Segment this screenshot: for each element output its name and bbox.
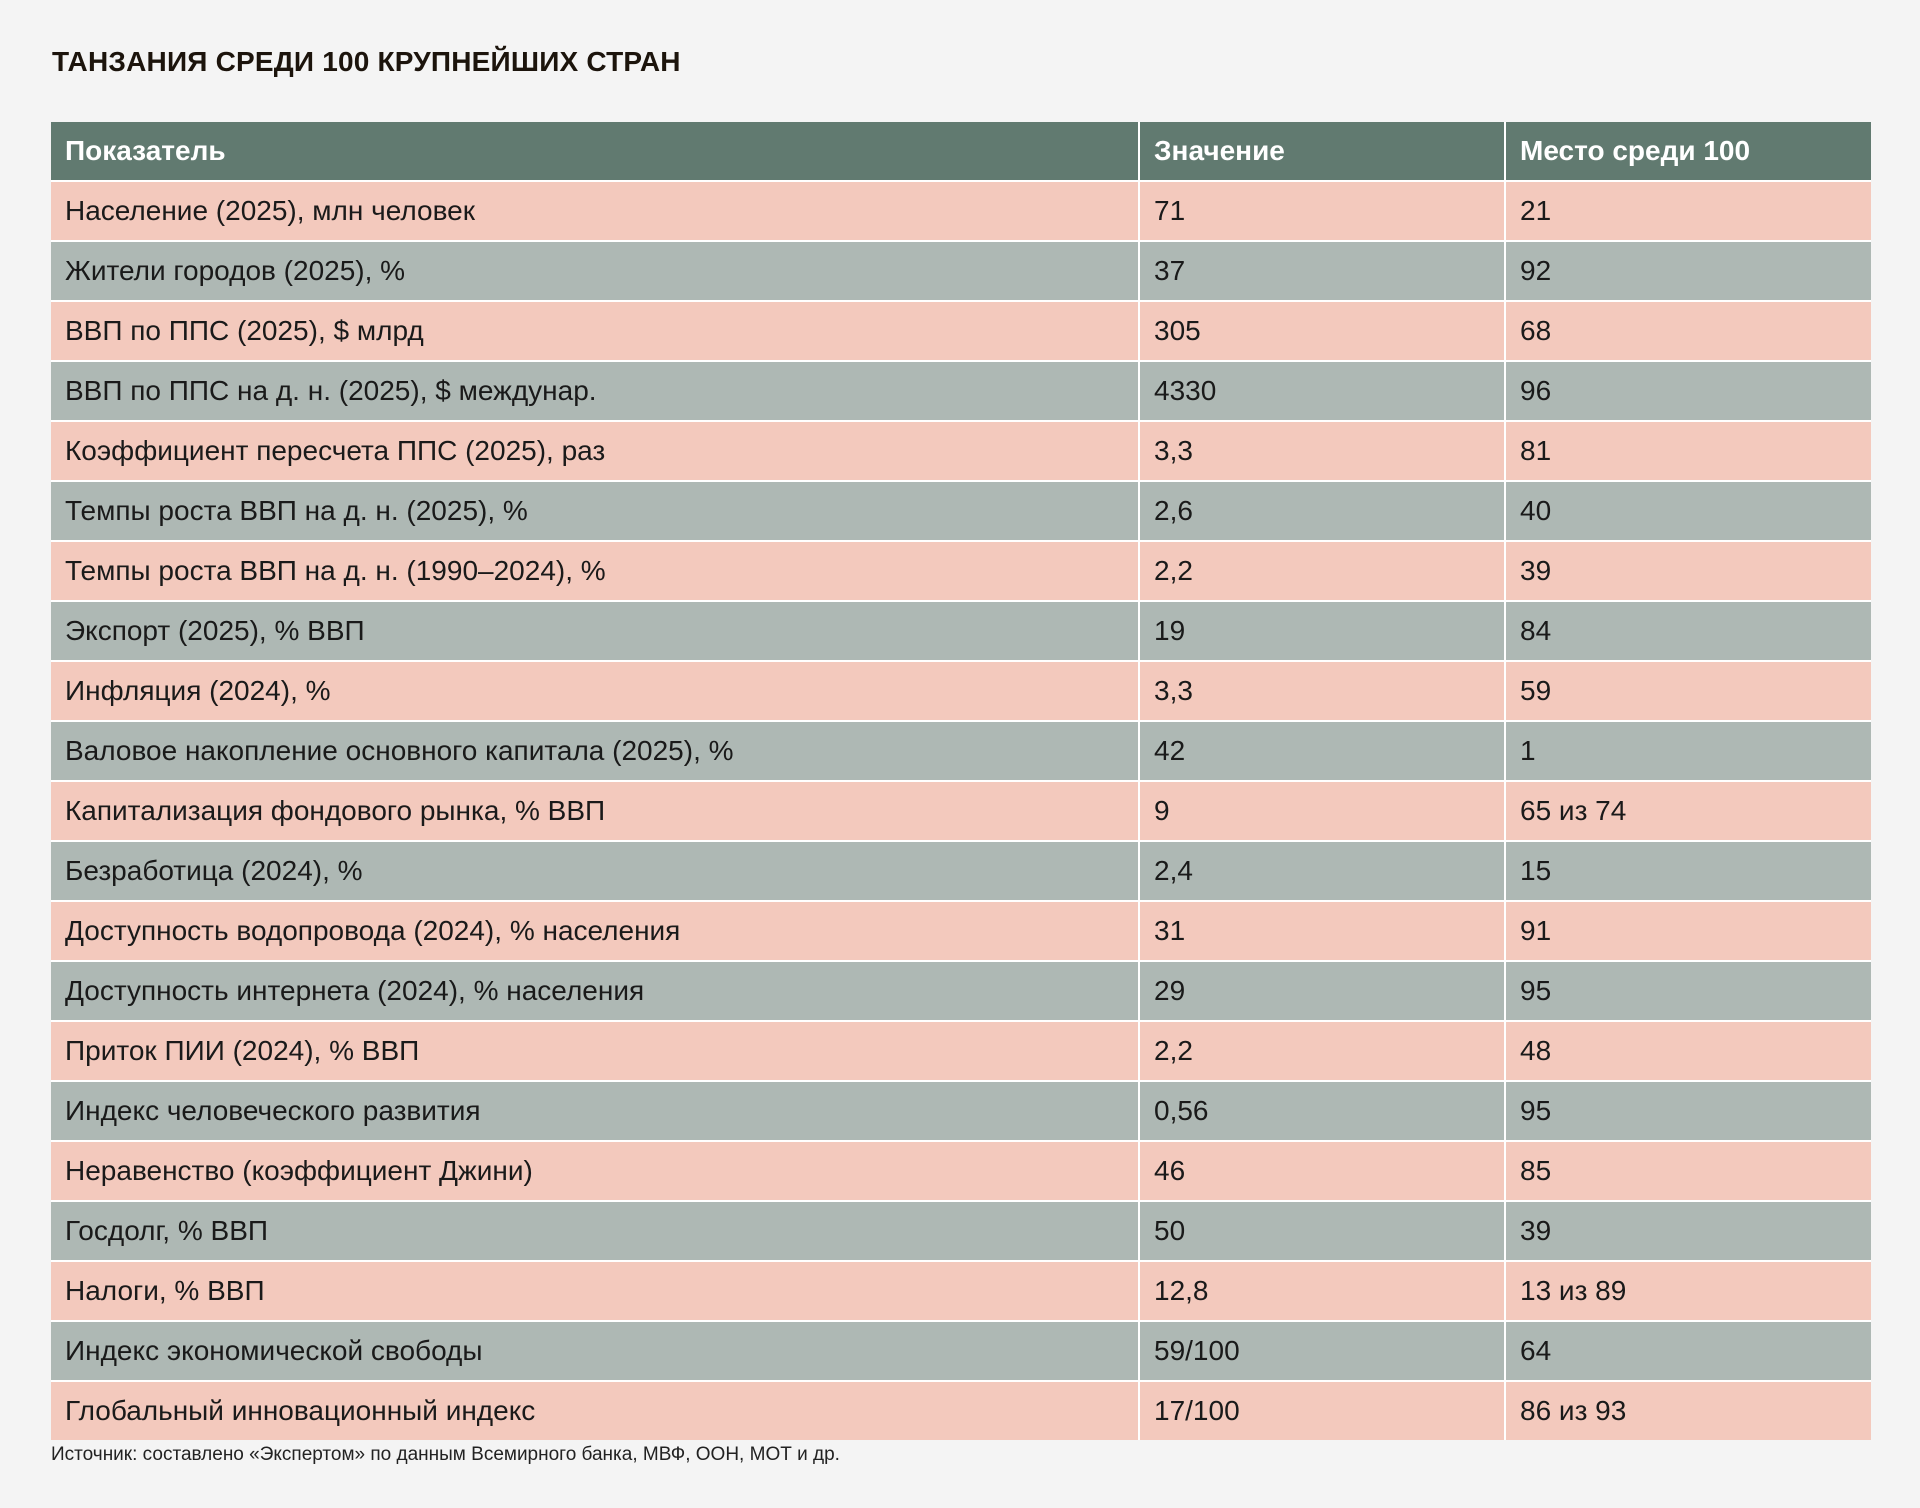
value-cell: 2,2 [1139, 1020, 1506, 1081]
indicator-cell: Валовое накопление основного капитала (2… [51, 720, 1140, 781]
table-row: Жители городов (2025), % 37 92 [51, 240, 1871, 301]
value-cell: 2,4 [1139, 840, 1506, 901]
table-row: ВВП по ППС (2025), $ млрд 305 68 [51, 300, 1871, 361]
value-cell: 2,2 [1139, 540, 1506, 601]
indicator-cell: ВВП по ППС на д. н. (2025), $ междунар. [51, 360, 1140, 421]
value-cell: 19 [1139, 600, 1506, 661]
indicator-cell: Инфляция (2024), % [51, 660, 1140, 721]
rank-cell: 81 [1505, 420, 1871, 481]
indicator-cell: Темпы роста ВВП на д. н. (2025), % [51, 480, 1140, 541]
table-row: Темпы роста ВВП на д. н. (1990–2024), % 2… [51, 540, 1871, 601]
value-cell: 4330 [1139, 360, 1506, 421]
table-row: Доступность водопровода (2024), % населе… [51, 900, 1871, 961]
rank-cell: 95 [1505, 960, 1871, 1021]
table-row: Экспорт (2025), % ВВП 19 84 [51, 600, 1871, 661]
rank-cell: 1 [1505, 720, 1871, 781]
table-row: Глобальный инновационный индекс 17/100 86 … [51, 1380, 1871, 1440]
value-cell: 59/100 [1139, 1320, 1506, 1381]
indicator-cell: Индекс экономической свободы [51, 1320, 1140, 1381]
indicator-cell: Приток ПИИ (2024), % ВВП [51, 1020, 1140, 1081]
indicator-cell: Индекс человеческого развития [51, 1080, 1140, 1141]
indicator-cell: Темпы роста ВВП на д. н. (1990–2024), % [51, 540, 1140, 601]
value-cell: 12,8 [1139, 1260, 1506, 1321]
table-row: Инфляция (2024), % 3,3 59 [51, 660, 1871, 721]
indicator-cell: Безработица (2024), % [51, 840, 1140, 901]
rank-cell: 84 [1505, 600, 1871, 661]
rank-cell: 95 [1505, 1080, 1871, 1141]
rank-cell: 86 из 93 [1505, 1380, 1871, 1440]
table-row: Население (2025), млн человек 71 21 [51, 180, 1871, 241]
rank-cell: 39 [1505, 1200, 1871, 1261]
value-cell: 46 [1139, 1140, 1506, 1201]
value-cell: 50 [1139, 1200, 1506, 1261]
indicator-cell: Население (2025), млн человек [51, 180, 1140, 241]
rank-cell: 15 [1505, 840, 1871, 901]
value-cell: 71 [1139, 180, 1506, 241]
value-cell: 3,3 [1139, 660, 1506, 721]
indicator-cell: ВВП по ППС (2025), $ млрд [51, 300, 1140, 361]
table-row: Доступность интернета (2024), % населени… [51, 960, 1871, 1021]
value-cell: 3,3 [1139, 420, 1506, 481]
table-row: Валовое накопление основного капитала (2… [51, 720, 1871, 781]
indicator-cell: Глобальный инновационный индекс [51, 1380, 1140, 1440]
rank-cell: 91 [1505, 900, 1871, 961]
table-row: Приток ПИИ (2024), % ВВП 2,2 48 [51, 1020, 1871, 1081]
rank-cell: 68 [1505, 300, 1871, 361]
indicator-cell: Коэффициент пересчета ППС (2025), раз [51, 420, 1140, 481]
rank-cell: 96 [1505, 360, 1871, 421]
table-header-row: Показатель Значение Место среди 100 [51, 122, 1871, 181]
column-header-indicator: Показатель [51, 122, 1140, 181]
rank-cell: 39 [1505, 540, 1871, 601]
column-header-rank: Место среди 100 [1505, 122, 1871, 181]
value-cell: 17/100 [1139, 1380, 1506, 1440]
indicator-cell: Доступность интернета (2024), % населени… [51, 960, 1140, 1021]
value-cell: 9 [1139, 780, 1506, 841]
page-title: ТАНЗАНИЯ СРЕДИ 100 КРУПНЕЙШИХ СТРАН [52, 46, 681, 77]
table-row: Безработица (2024), % 2,4 15 [51, 840, 1871, 901]
source-note: Источник: составлено «Экспертом» по данн… [51, 1444, 840, 1465]
table-row: Индекс экономической свободы 59/100 64 [51, 1320, 1871, 1381]
value-cell: 37 [1139, 240, 1506, 301]
value-cell: 305 [1139, 300, 1506, 361]
rank-cell: 92 [1505, 240, 1871, 301]
value-cell: 29 [1139, 960, 1506, 1021]
indicator-cell: Доступность водопровода (2024), % населе… [51, 900, 1140, 961]
value-cell: 42 [1139, 720, 1506, 781]
table-row: Индекс человеческого развития 0,56 95 [51, 1080, 1871, 1141]
table-body: Население (2025), млн человек 71 21 Жители … [51, 180, 1871, 1440]
table-row: Налоги, % ВВП 12,8 13 из 89 [51, 1260, 1871, 1321]
indicators-table: Показатель Значение Место среди 100 Насе… [51, 122, 1871, 1440]
rank-cell: 40 [1505, 480, 1871, 541]
rank-cell: 64 [1505, 1320, 1871, 1381]
rank-cell: 13 из 89 [1505, 1260, 1871, 1321]
table-row: ВВП по ППС на д. н. (2025), $ междунар. 4… [51, 360, 1871, 421]
rank-cell: 85 [1505, 1140, 1871, 1201]
indicator-cell: Госдолг, % ВВП [51, 1200, 1140, 1261]
rank-cell: 59 [1505, 660, 1871, 721]
table-row: Коэффициент пересчета ППС (2025), раз 3,3… [51, 420, 1871, 481]
value-cell: 2,6 [1139, 480, 1506, 541]
value-cell: 31 [1139, 900, 1506, 961]
indicator-cell: Капитализация фондового рынка, % ВВП [51, 780, 1140, 841]
column-header-value: Значение [1139, 122, 1506, 181]
rank-cell: 21 [1505, 180, 1871, 241]
rank-cell: 65 из 74 [1505, 780, 1871, 841]
table-row: Капитализация фондового рынка, % ВВП 9 65 … [51, 780, 1871, 841]
table-row: Неравенство (коэффициент Джини) 46 85 [51, 1140, 1871, 1201]
indicator-cell: Налоги, % ВВП [51, 1260, 1140, 1321]
indicator-cell: Неравенство (коэффициент Джини) [51, 1140, 1140, 1201]
indicator-cell: Жители городов (2025), % [51, 240, 1140, 301]
table-row: Госдолг, % ВВП 50 39 [51, 1200, 1871, 1261]
value-cell: 0,56 [1139, 1080, 1506, 1141]
indicator-cell: Экспорт (2025), % ВВП [51, 600, 1140, 661]
rank-cell: 48 [1505, 1020, 1871, 1081]
table-row: Темпы роста ВВП на д. н. (2025), % 2,6 40 [51, 480, 1871, 541]
